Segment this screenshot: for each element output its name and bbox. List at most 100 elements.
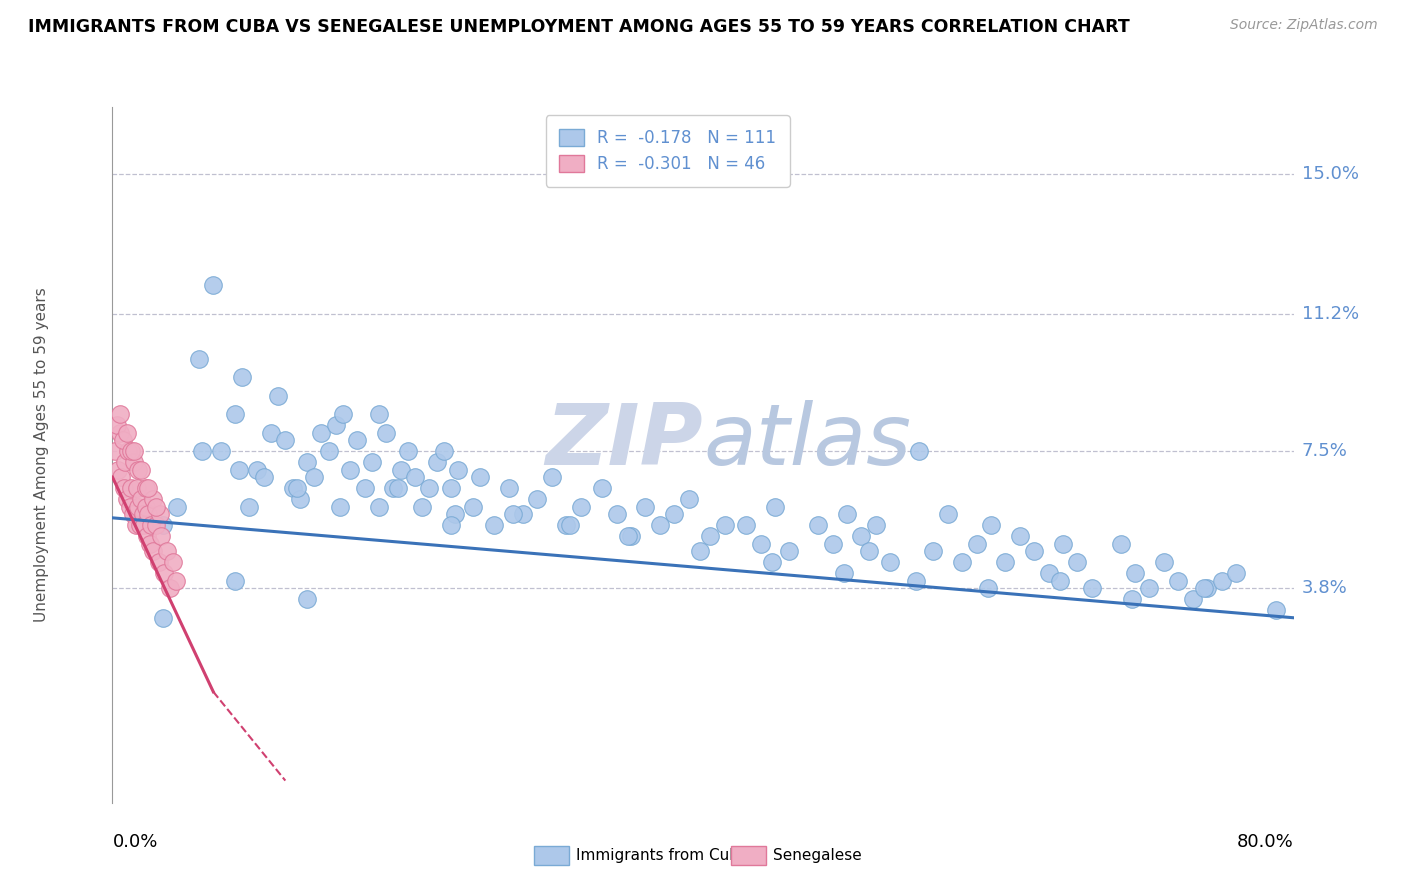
Point bbox=[228, 463, 250, 477]
Point bbox=[142, 544, 165, 558]
Point bbox=[468, 470, 491, 484]
Point bbox=[411, 500, 433, 514]
Point bbox=[606, 507, 628, 521]
Point bbox=[699, 529, 721, 543]
Point bbox=[122, 444, 145, 458]
Point bbox=[735, 518, 758, 533]
Point bbox=[375, 425, 398, 440]
Point bbox=[302, 470, 325, 484]
Point bbox=[977, 581, 1000, 595]
Point bbox=[634, 500, 657, 514]
Point bbox=[117, 444, 139, 458]
Point bbox=[156, 544, 179, 558]
Point bbox=[1197, 581, 1219, 595]
Point bbox=[1192, 581, 1215, 595]
Point bbox=[440, 481, 463, 495]
Point bbox=[664, 507, 686, 521]
Point bbox=[129, 492, 152, 507]
Point bbox=[482, 518, 505, 533]
Point bbox=[142, 492, 165, 507]
Point bbox=[129, 463, 152, 477]
Point bbox=[166, 500, 188, 514]
Point bbox=[118, 500, 141, 514]
Point bbox=[128, 518, 150, 533]
Point bbox=[778, 544, 800, 558]
Point bbox=[617, 529, 640, 543]
Point bbox=[648, 518, 671, 533]
Text: 7.5%: 7.5% bbox=[1302, 442, 1348, 460]
Point bbox=[689, 544, 711, 558]
Point bbox=[112, 481, 135, 495]
Point bbox=[502, 507, 524, 521]
Text: ZIP: ZIP bbox=[546, 400, 703, 483]
Point bbox=[569, 500, 592, 514]
Point bbox=[387, 481, 409, 495]
Text: IMMIGRANTS FROM CUBA VS SENEGALESE UNEMPLOYMENT AMONG AGES 55 TO 59 YEARS CORREL: IMMIGRANTS FROM CUBA VS SENEGALESE UNEMP… bbox=[28, 18, 1130, 36]
Point bbox=[281, 481, 304, 495]
Text: Senegalese: Senegalese bbox=[773, 848, 862, 863]
Point bbox=[145, 500, 167, 514]
Point bbox=[127, 500, 149, 514]
Point bbox=[1123, 566, 1146, 581]
Point bbox=[138, 507, 160, 521]
Point bbox=[404, 470, 426, 484]
Point bbox=[382, 481, 405, 495]
Point bbox=[110, 470, 132, 484]
Point bbox=[980, 518, 1002, 533]
Point bbox=[1052, 537, 1074, 551]
Point bbox=[678, 492, 700, 507]
Point bbox=[332, 407, 354, 421]
Point bbox=[865, 518, 887, 533]
Point bbox=[339, 463, 361, 477]
Text: 0.0%: 0.0% bbox=[112, 833, 157, 851]
Point bbox=[288, 492, 311, 507]
Point bbox=[260, 425, 283, 440]
Point bbox=[136, 529, 159, 543]
Point bbox=[149, 507, 172, 521]
Text: Source: ZipAtlas.com: Source: ZipAtlas.com bbox=[1230, 18, 1378, 32]
Point bbox=[858, 544, 880, 558]
Point bbox=[231, 370, 253, 384]
Point bbox=[238, 500, 260, 514]
Point bbox=[440, 518, 463, 533]
Point bbox=[1109, 537, 1132, 551]
Point bbox=[389, 463, 412, 477]
Point bbox=[165, 574, 187, 588]
Point bbox=[346, 433, 368, 447]
Point bbox=[125, 481, 148, 495]
Point bbox=[353, 481, 375, 495]
Text: 3.8%: 3.8% bbox=[1302, 579, 1347, 597]
Point bbox=[285, 481, 308, 495]
Point bbox=[148, 555, 170, 569]
Point bbox=[108, 425, 131, 440]
Point bbox=[162, 555, 184, 569]
Point bbox=[318, 444, 340, 458]
Point bbox=[1153, 555, 1175, 569]
Point bbox=[224, 407, 246, 421]
Point bbox=[1049, 574, 1071, 588]
Point bbox=[295, 592, 318, 607]
Point bbox=[763, 500, 786, 514]
Point bbox=[1066, 555, 1088, 569]
Point bbox=[555, 518, 578, 533]
Point bbox=[325, 418, 347, 433]
Point bbox=[115, 492, 138, 507]
Point bbox=[209, 444, 232, 458]
Point bbox=[1121, 592, 1143, 607]
Point bbox=[267, 389, 290, 403]
Point bbox=[187, 351, 209, 366]
Point bbox=[821, 537, 844, 551]
Point bbox=[713, 518, 735, 533]
Point bbox=[936, 507, 959, 521]
Point bbox=[360, 455, 382, 469]
Point bbox=[905, 574, 928, 588]
Point bbox=[396, 444, 419, 458]
Point bbox=[749, 537, 772, 551]
Point bbox=[132, 507, 155, 521]
Point bbox=[145, 518, 167, 533]
Point bbox=[425, 455, 447, 469]
Point bbox=[966, 537, 988, 551]
Point bbox=[329, 500, 352, 514]
Text: 80.0%: 80.0% bbox=[1237, 833, 1294, 851]
Point bbox=[107, 463, 129, 477]
